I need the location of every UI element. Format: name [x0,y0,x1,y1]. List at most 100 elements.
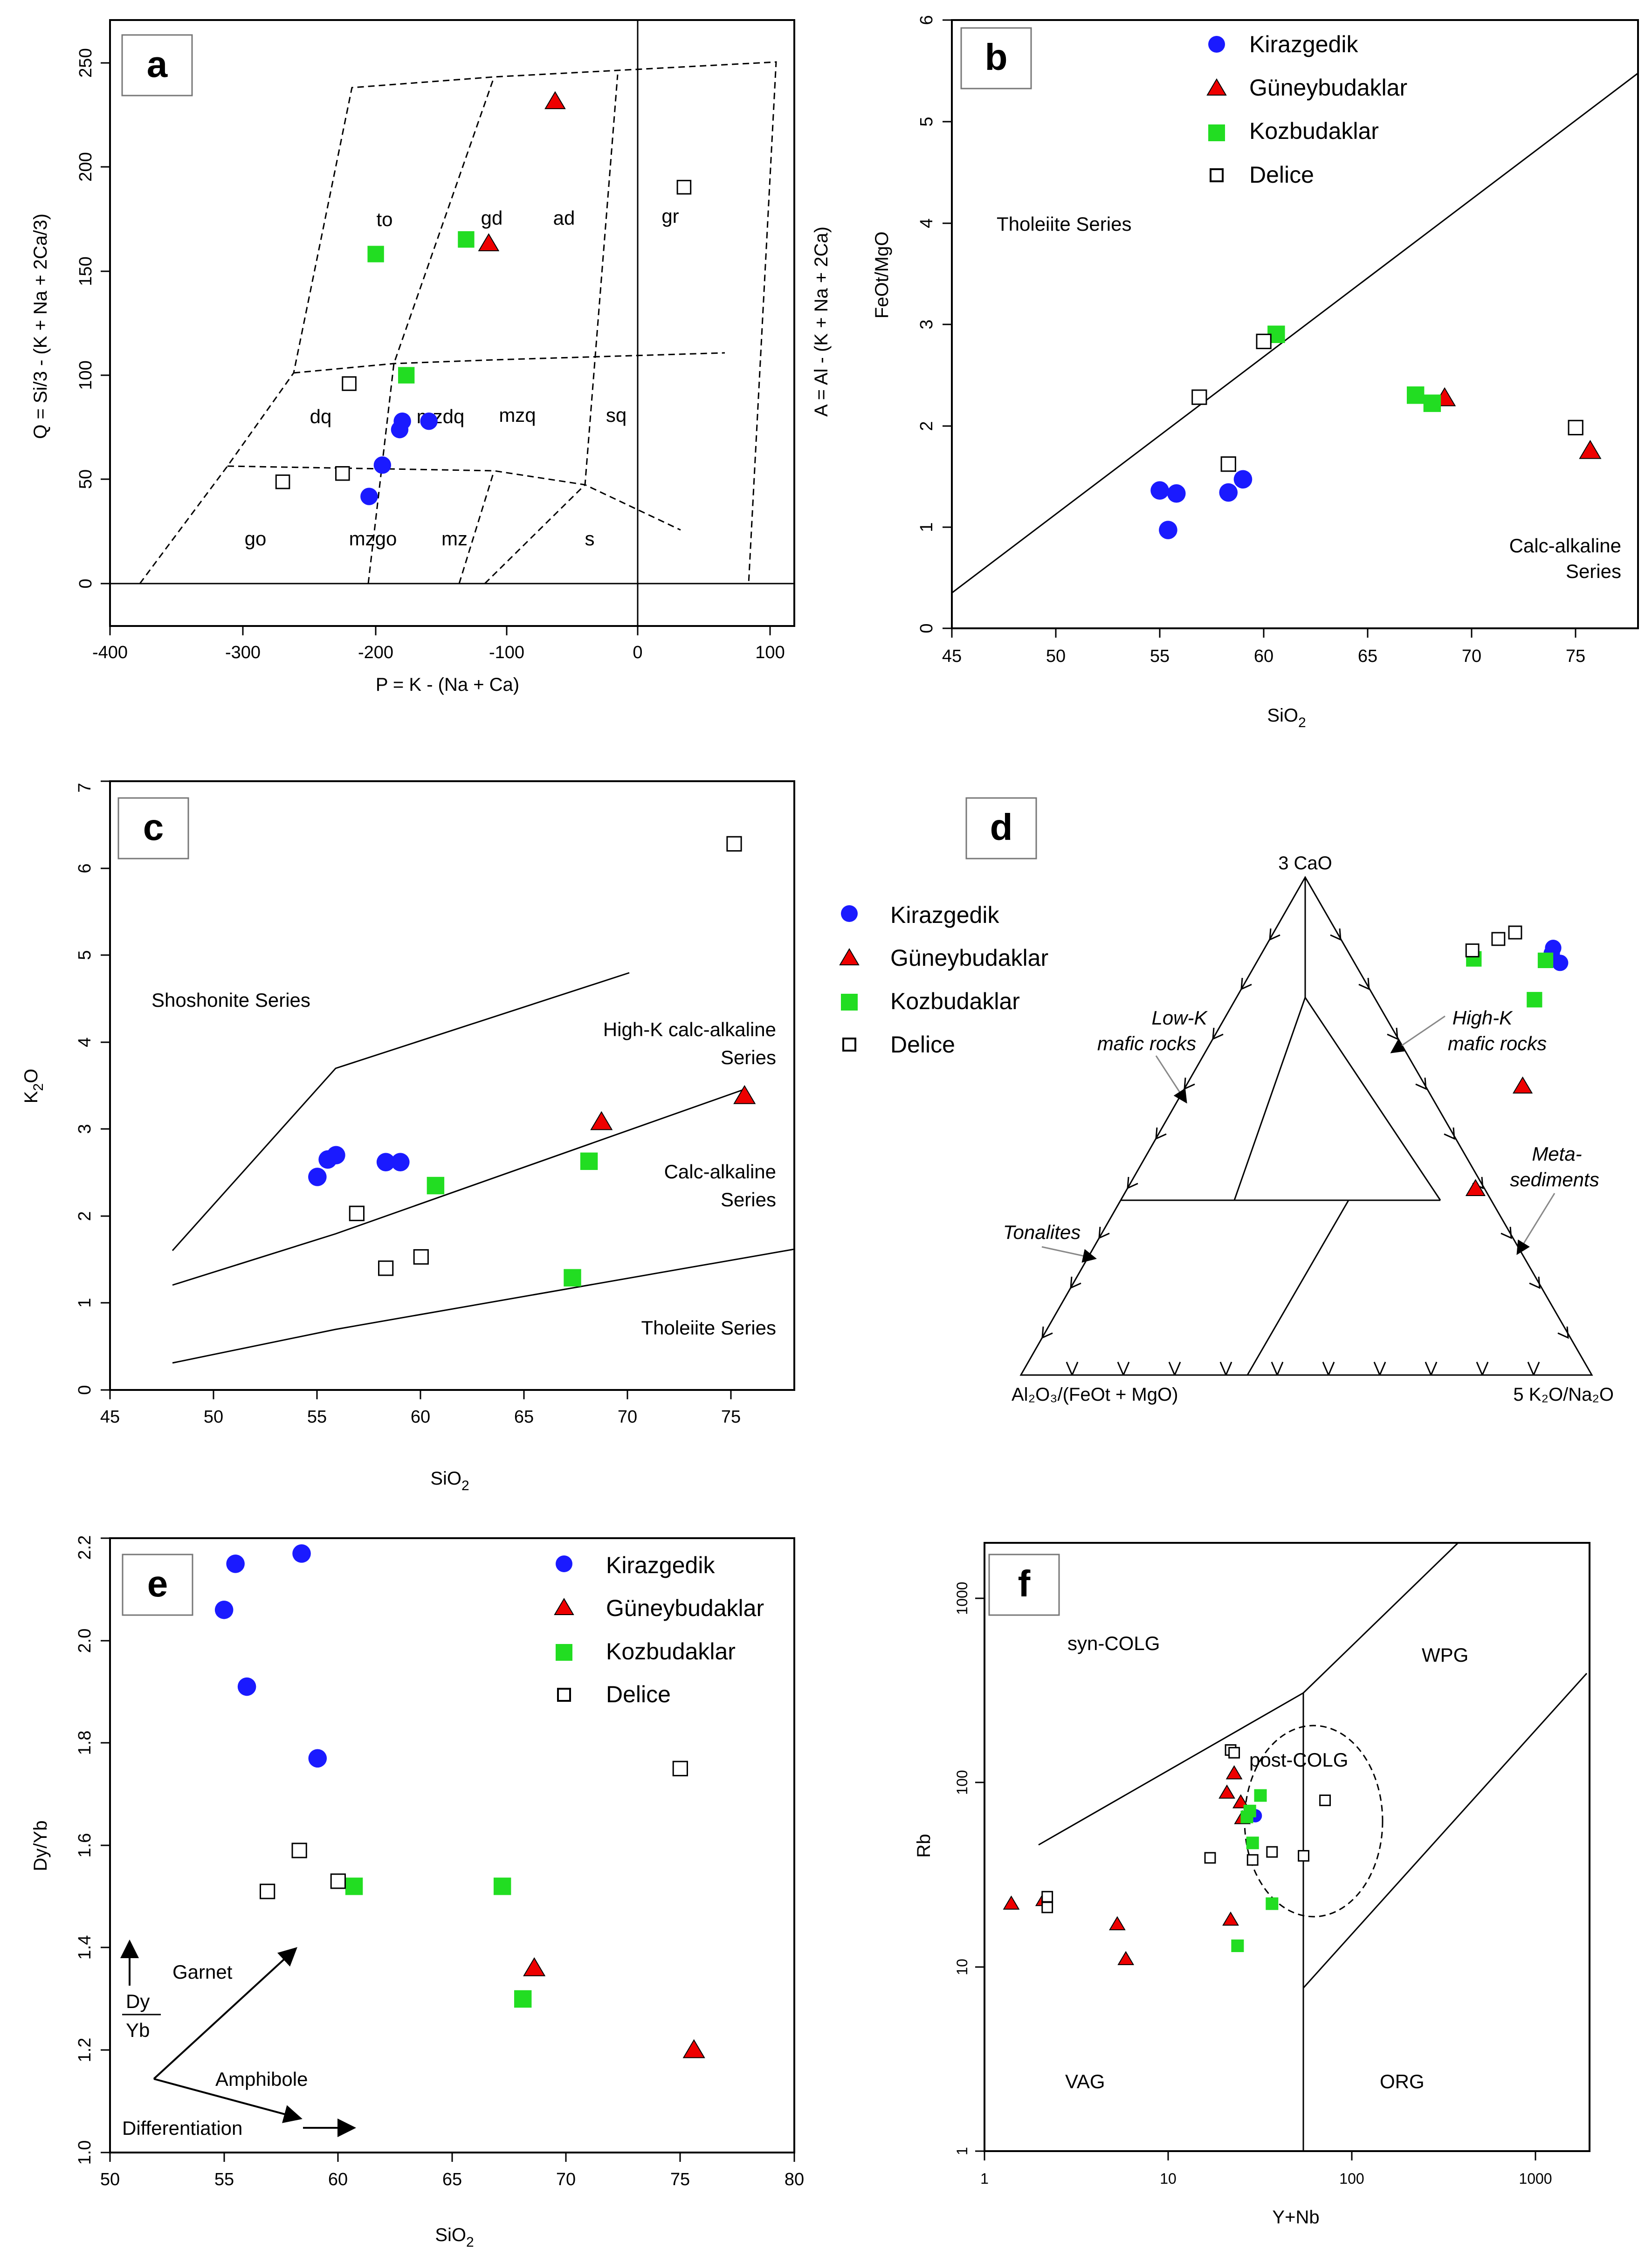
legend-label-guneybudaklar: Güneybudaklar [606,1595,764,1621]
panel-c-x-axis-label: SiO2 [430,1468,469,1493]
data-point-delice [1191,389,1207,405]
data-point-delice [672,1761,688,1776]
panel-e-ytick-label: 1.0 [75,2140,95,2165]
legend-label-delice: Delice [890,1032,955,1058]
panel-b-letter-box [960,27,1032,89]
panel-c-field-calcalkaline-2: Series [721,1189,776,1211]
data-point-kozbudaklar [1406,386,1425,404]
panel-f-x-axis-label: Y+Nb [1272,2207,1319,2228]
panel-e: e 50 55 60 65 70 75 80 1.0 1.2 1.4 1.6 1… [30,1535,804,2250]
panel-b: b 45 50 55 60 65 70 75 0 1 2 3 4 5 [811,15,1639,730]
panel-f-y-axis-label: Rb [914,1834,934,1857]
data-point-guneybudaklar [1222,1912,1239,1926]
legend-label-delice: Delice [606,1681,671,1707]
panel-a-ytick-label: 100 [76,360,96,390]
panel-d: d 3 CaO Al₂O₃/(FeOt + MgO) 5 K₂O/Na₂O Lo… [839,797,1614,1405]
data-point-delice [1266,1846,1278,1858]
panel-c-field-highk-2: Series [721,1046,776,1068]
legend-marker-guneybudaklar [839,948,860,965]
panel-c-ytick-label: 0 [75,1385,95,1395]
panel-c-xtick-label: 65 [514,1407,534,1427]
panel-b-xtick-label: 45 [942,647,962,666]
legend-marker-kozbudaklar [841,994,858,1011]
data-point-guneybudaklar [733,1085,756,1104]
panel-e-xtick-label: 70 [556,2170,576,2189]
panel-c: c 45 50 55 60 65 70 75 0 1 2 3 4 5 [21,780,795,1493]
data-point-kirazgedik [420,412,438,430]
panel-b-xtick-labels: 45 50 55 60 65 70 75 [942,647,1585,666]
legend-marker-kirazgedik [1208,36,1225,53]
data-point-kirazgedik [376,1153,395,1171]
data-point-guneybudaklar [1232,1794,1249,1809]
panel-c-ytick-label: 2 [75,1211,95,1221]
panel-a-ytick-label: 50 [76,469,96,489]
legend-marker-guneybudaklar [554,1598,574,1615]
ann-differentiation: Differentiation [122,2117,242,2139]
panel-b-ytick-label: 2 [917,421,936,431]
panel-a-field-labels: to gd ad gr dq mzdq mzq sq go mzgo mz s [245,205,679,550]
data-point-kozbudaklar [1254,1789,1267,1802]
data-point-kirazgedik [1219,483,1238,502]
panel-e-ytick-label: 1.2 [75,2038,95,2063]
panel-e-frame [109,1537,795,2153]
legend-label-kirazgedik: Kirazgedik [1249,31,1358,57]
panel-f-frame [984,1542,1590,2152]
field-label-mzgo: mzgo [349,528,397,550]
field-label-gd: gd [481,207,503,229]
panel-e-ytick-label: 1.8 [75,1731,95,1755]
data-point-delice [349,1205,365,1221]
panel-a-ytick-label: 0 [76,578,96,588]
ann-yb: Yb [126,2019,150,2041]
ternary-outline [1019,875,1593,1376]
panel-b-side-axis-label: A = Al - (K + Na + 2Ca) [811,227,832,417]
panel-e-trend-arrows [120,1940,356,2137]
data-point-delice [1204,1852,1216,1864]
data-point-guneybudaklar [1579,440,1602,459]
panel-e-xtick-labels: 50 55 60 65 70 75 80 [100,2170,804,2189]
data-point-guneybudaklar [1225,1765,1243,1780]
panel-e-ytick-label: 1.4 [75,1935,95,1960]
panel-b-y-axis-label: FeOt/MgO [872,232,892,319]
ternary-tick-marks [1041,928,1569,1376]
data-point-delice [291,1843,307,1858]
panel-f-field-wpg: WPG [1422,1644,1468,1666]
panel-b-xtick-label: 60 [1254,647,1273,666]
panel-a-xtick-label: 0 [633,643,642,662]
ternary-field-meta-2: sediments [1510,1169,1599,1190]
panel-c-field-highk-1: High-K calc-alkaline [603,1018,776,1040]
data-point-guneybudaklar [1465,1179,1486,1196]
ternary-field-boundaries [1121,877,1441,1376]
legend-label-guneybudaklar: Güneybudaklar [1249,75,1407,101]
ternary-apex-right-label: 5 K₂O/Na₂O [1513,1384,1614,1405]
panel-b-tholeiite-calcalkaline-boundary [951,72,1638,594]
panel-e-xtick-label: 75 [670,2170,690,2189]
ternary-apex-top-label: 3 CaO [1278,853,1332,874]
panel-e-ytick-labels: 1.0 1.2 1.4 1.6 1.8 2.0 2.2 [75,1535,95,2165]
field-label-ad: ad [553,207,575,229]
data-point-guneybudaklar [478,233,500,251]
data-point-kirazgedik [1150,481,1169,500]
data-point-kozbudaklar [1231,1939,1244,1953]
panel-b-ytick-label: 0 [917,623,936,633]
panel-c-ytick-label: 7 [75,783,95,792]
panel-b-field-calcalkaline-2: Series [1566,560,1621,582]
panel-e-letter: e [147,1563,168,1604]
panel-c-xtick-label: 45 [100,1407,120,1427]
data-point-delice [1256,333,1272,350]
panel-f-field-syn-colg: syn-COLG [1067,1632,1160,1654]
data-point-delice [1491,932,1506,946]
data-point-kozbudaklar [458,231,475,248]
data-point-kirazgedik [373,456,392,474]
panel-a-ticks [101,62,771,635]
panel-b-ticks [943,19,1576,638]
ternary-label-arrows [1041,1015,1556,1263]
panel-c-xlabel-main: SiO [430,1468,461,1489]
data-point-kozbudaklar [1240,1810,1253,1823]
panel-a-ytick-label: 250 [76,48,96,77]
panel-a-x-axis-label: P = K - (Na + Ca) [376,674,519,695]
panel-f-ytick-labels: 1 10 100 1000 [954,1582,971,2155]
data-point-guneybudaklar [523,1957,546,1976]
panel-f-ytick-label: 1 [954,2147,971,2155]
panel-c-ytick-label: 5 [75,950,95,960]
